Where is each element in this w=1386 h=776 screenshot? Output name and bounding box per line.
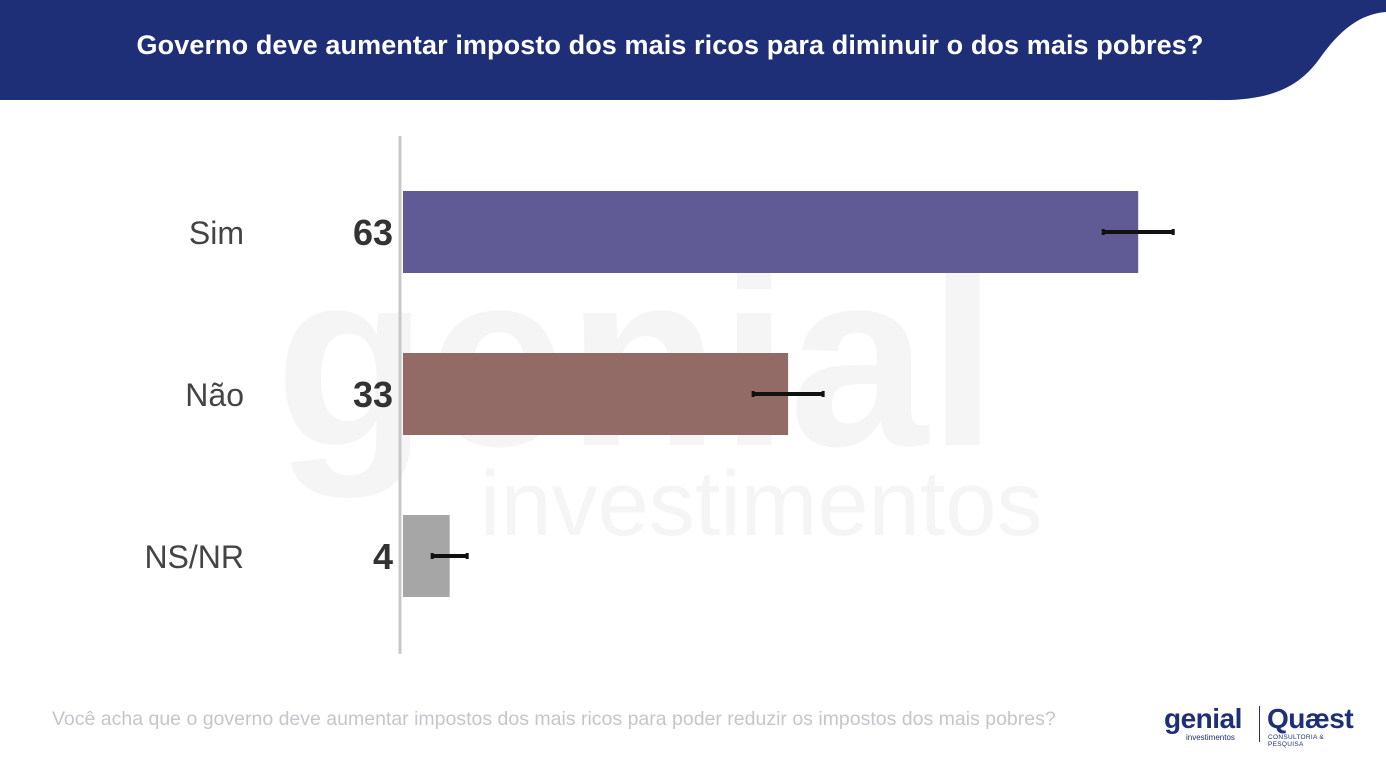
category-label-0: Sim [189,215,244,251]
watermark-sub: investimentos [480,453,1042,555]
brand-logos: genial investimentos Quæst CONSULTORIA &… [1160,700,1360,750]
header-banner: Governo deve aumentar imposto dos mais r… [0,0,1386,100]
chart-title: Governo deve aumentar imposto dos mais r… [136,30,1204,60]
value-label-1: 33 [353,374,393,415]
value-label-2: 4 [373,536,393,577]
category-label-2: NS/NR [144,539,244,575]
survey-question: Você acha que o governo deve aumentar im… [52,708,1056,730]
value-label-0: 63 [353,212,393,253]
bar-1 [403,353,789,435]
quaest-logo: Quæst [1267,703,1354,734]
bar-0 [403,191,1139,273]
header-shape [0,0,1386,100]
category-label-1: Não [185,377,244,413]
logo-divider [1259,706,1260,742]
quaest-logo-sub: CONSULTORIA & PESQUISA [1268,734,1325,748]
genial-logo: genial [1164,703,1242,734]
genial-logo-sub: investimentos [1186,733,1235,742]
